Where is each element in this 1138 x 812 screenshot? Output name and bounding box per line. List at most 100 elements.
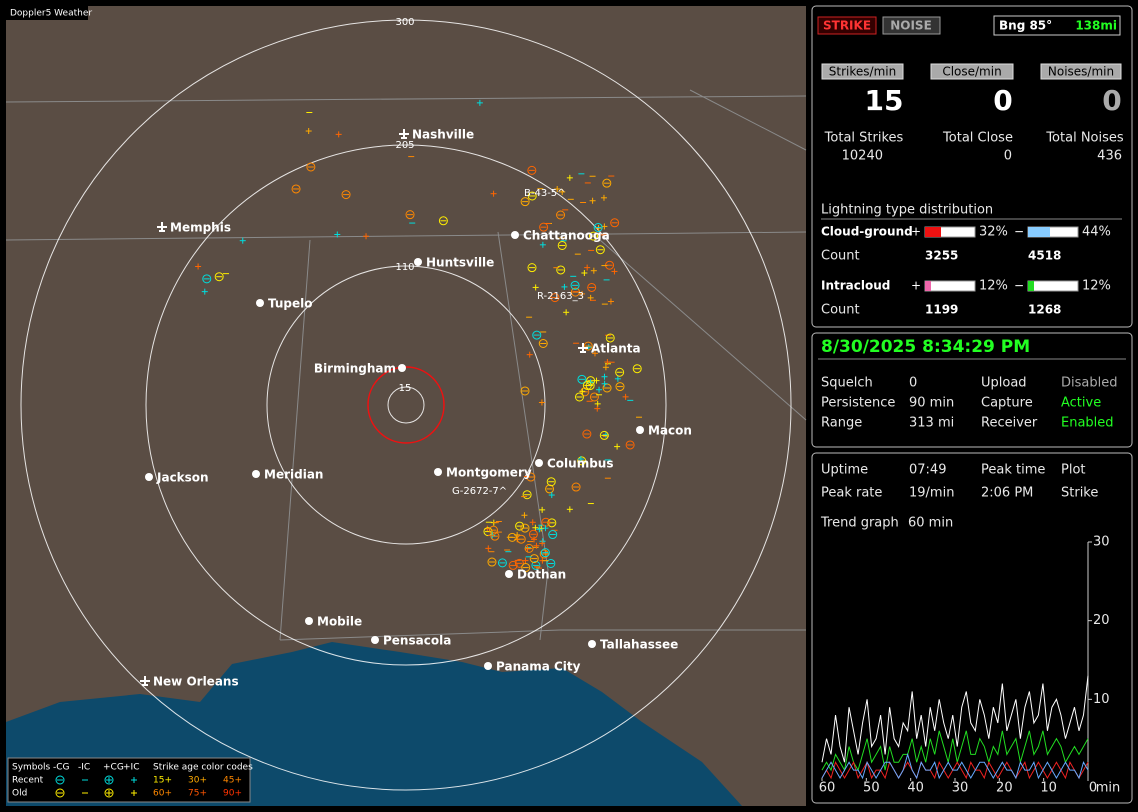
age-code: 60+ [153,789,172,799]
trend-label: Trend graph [820,516,899,531]
setting-text: Receiver [981,416,1038,431]
strike-symbol [548,530,558,540]
percent-bar [925,227,941,237]
strike-symbol [574,392,584,402]
total-value: 0 [1004,149,1012,164]
count: 3255 [925,249,958,263]
strike-symbol [214,272,224,282]
city-label: Montgomery [446,466,532,480]
city-label: Huntsville [426,256,494,270]
annotation: G-2672-7^ [452,486,507,497]
city-dot [305,617,313,625]
legend-header: Symbols [12,763,51,773]
strike-symbol [571,482,581,492]
legend-symbol [55,775,65,785]
airport-icon [578,343,588,353]
city-label: Chattanooga [523,229,610,243]
strike-symbol [632,364,642,374]
map [5,6,807,806]
datetime: 8/30/2025 8:34:29 PM [821,337,1030,357]
rate-button [821,63,904,80]
strike-symbol [625,440,635,450]
strike-symbol [527,263,537,273]
settings-panel [811,332,1133,448]
city-label: Meridian [264,468,323,482]
type-name: Intracloud [821,279,890,293]
trend-window: 60 min [908,516,953,531]
trend-line [821,730,1089,772]
city-label: Atlanta [591,342,641,356]
x-tick-label: 20 [996,781,1013,796]
strike-symbol [615,382,625,392]
strike-symbol [527,165,537,175]
percent-bar [1028,281,1034,291]
percent-label: 44% [1082,225,1111,240]
range-label: 15 [399,383,412,394]
city-dot [535,459,543,467]
setting-text: 90 min [909,396,954,411]
strike-button-label: STRIKE [823,19,871,33]
city-label: Birmingham [314,362,396,376]
airport-icon [399,129,409,139]
count-label: Count [821,303,860,318]
stat-text: Peak rate [821,486,882,501]
type-name: Cloud-ground [821,225,913,239]
strike-symbol [202,274,212,284]
city-dot [588,640,596,648]
strike-symbol [580,387,590,397]
strike-symbol [539,222,549,232]
strike-symbol [582,429,592,439]
strike-symbol [589,392,599,402]
city-label: Nashville [412,128,474,142]
strike-symbol [520,523,530,533]
total-label: Total Strikes [824,131,904,146]
y-tick-label: 20 [1093,613,1110,628]
rate-label: Noises/min [1048,65,1114,79]
close-ring [367,366,445,444]
strike-symbol [582,380,592,390]
range-label: 205 [395,140,414,151]
strike-symbol [605,333,615,343]
setting-text: Squelch [821,376,873,391]
setting-text: 0 [909,376,917,391]
strike-symbol [539,549,549,559]
legend-symbol [104,775,114,785]
noise-button[interactable] [882,16,941,35]
strike-symbol [595,245,605,255]
rate-button [1040,63,1122,80]
city-label: Pensacola [383,634,451,648]
annotation: B-43-5^ [524,188,566,199]
city-label: Dothan [517,568,566,582]
distance: 138mi [1075,19,1117,33]
city-label: Jackson [156,471,209,485]
setting-text: 313 mi [909,416,954,431]
x-tick-label: 30 [952,781,969,796]
x-tick-label: 10 [1040,781,1057,796]
legend-header: Strike age color codes [153,763,253,773]
rate-value: 0 [993,84,1012,117]
total-value: 10240 [842,149,883,164]
strike-symbol [521,563,531,573]
strike-symbol [610,218,620,228]
setting-text: Persistence [821,396,895,411]
x-tick-label: 40 [907,781,924,796]
setting-text: Range [821,416,862,431]
strike-symbol [615,367,625,377]
rate-value: 0 [1102,84,1121,117]
strike-symbol [507,532,517,542]
strike-button[interactable] [817,16,877,35]
strike-symbol [306,162,316,172]
city-dot [505,570,513,578]
city-dot [414,258,422,266]
percent-bar [925,281,931,291]
city-dot [145,473,153,481]
strike-symbol [570,287,580,297]
distribution-title: Lightning type distribution [821,203,993,218]
strike-symbol [522,490,532,500]
strike-symbol [529,554,539,564]
strike-symbol [487,557,497,567]
strike-symbol [556,210,566,220]
city-label: Tallahassee [600,638,678,652]
rate-label: Strikes/min [829,65,896,79]
city-label: Memphis [170,221,231,235]
